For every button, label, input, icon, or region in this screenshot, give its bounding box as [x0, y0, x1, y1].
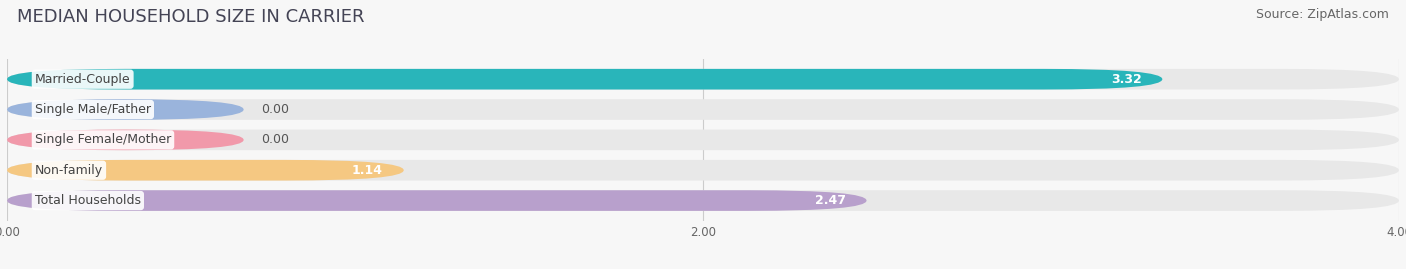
Text: Single Male/Father: Single Male/Father: [35, 103, 150, 116]
FancyBboxPatch shape: [7, 190, 1399, 211]
Text: Non-family: Non-family: [35, 164, 103, 177]
Text: 1.14: 1.14: [352, 164, 382, 177]
Text: Married-Couple: Married-Couple: [35, 73, 131, 86]
FancyBboxPatch shape: [7, 130, 243, 150]
FancyBboxPatch shape: [7, 190, 866, 211]
FancyBboxPatch shape: [7, 69, 1163, 90]
FancyBboxPatch shape: [7, 99, 243, 120]
Text: 2.47: 2.47: [814, 194, 845, 207]
Text: Single Female/Mother: Single Female/Mother: [35, 133, 172, 146]
Text: Source: ZipAtlas.com: Source: ZipAtlas.com: [1256, 8, 1389, 21]
FancyBboxPatch shape: [7, 160, 404, 180]
Text: 0.00: 0.00: [262, 103, 290, 116]
Text: 3.32: 3.32: [1111, 73, 1142, 86]
FancyBboxPatch shape: [7, 160, 1399, 180]
Text: 0.00: 0.00: [262, 133, 290, 146]
FancyBboxPatch shape: [7, 99, 1399, 120]
FancyBboxPatch shape: [7, 69, 1399, 90]
FancyBboxPatch shape: [7, 130, 1399, 150]
Text: Total Households: Total Households: [35, 194, 141, 207]
Text: MEDIAN HOUSEHOLD SIZE IN CARRIER: MEDIAN HOUSEHOLD SIZE IN CARRIER: [17, 8, 364, 26]
